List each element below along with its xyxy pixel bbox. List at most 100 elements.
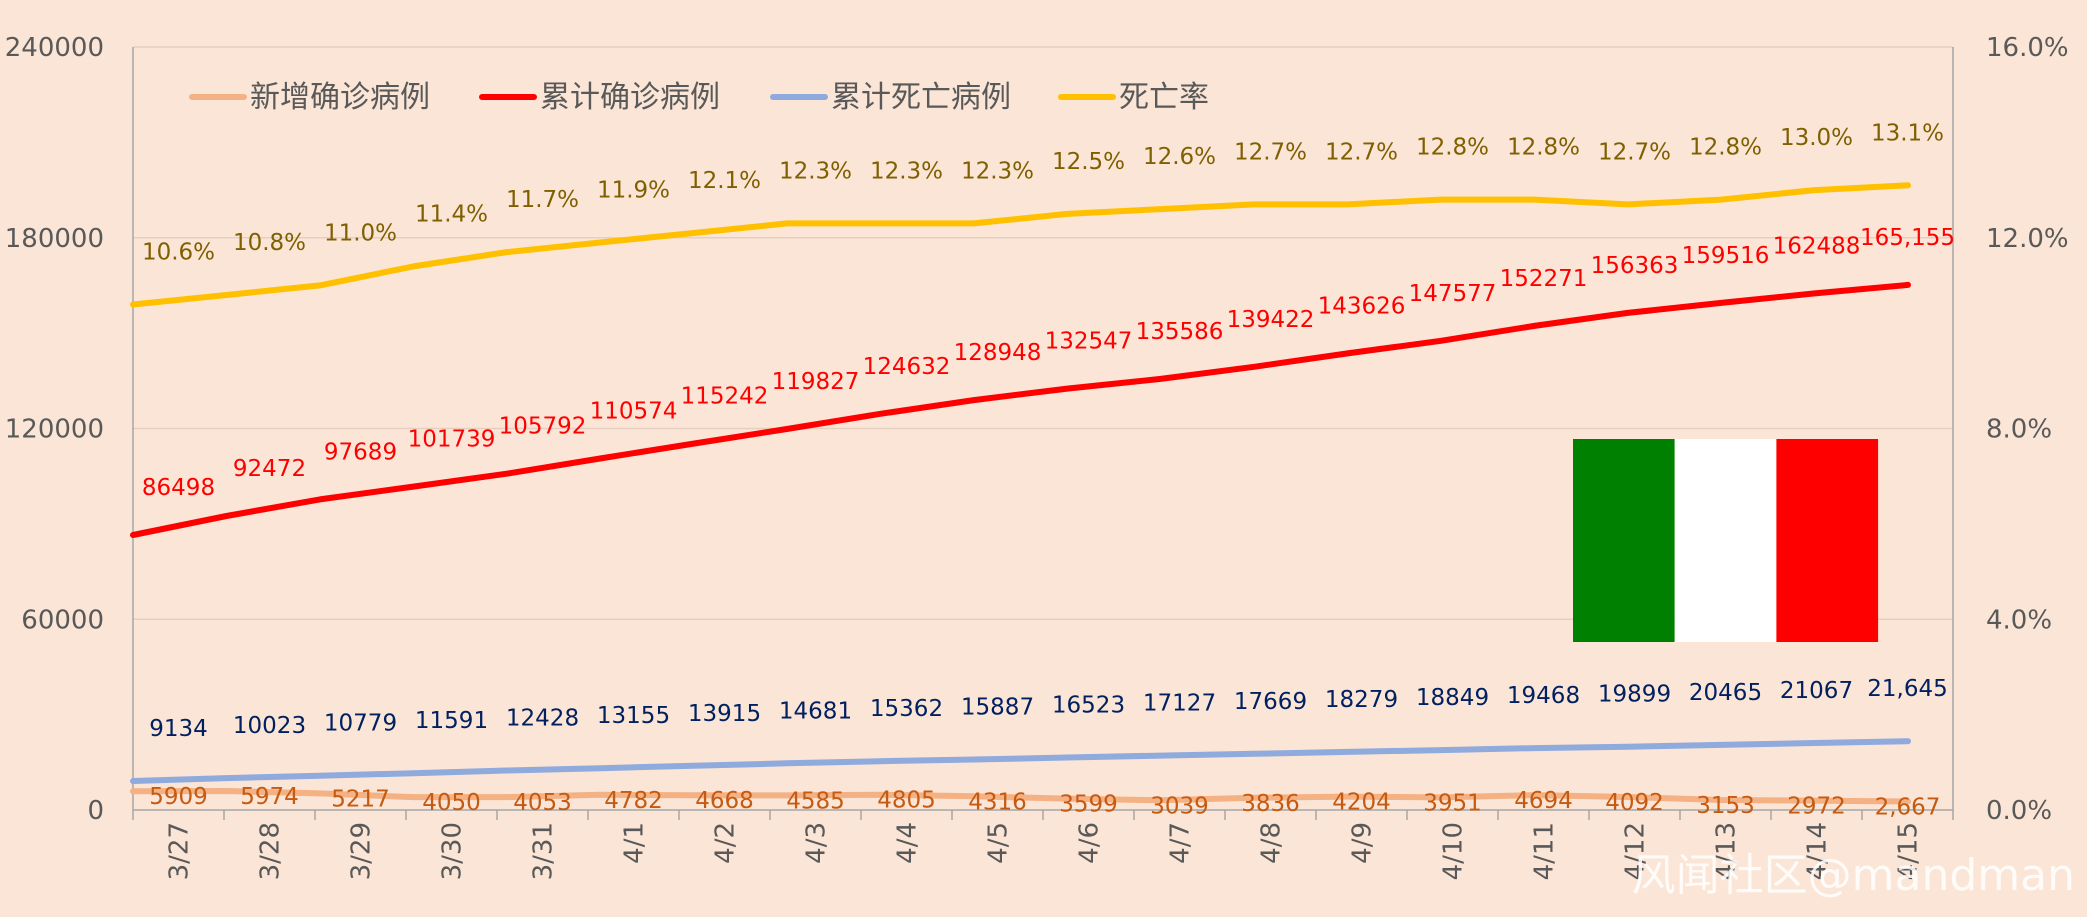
new-cases-data-label: 4204 [1332,790,1391,816]
x-tick-label: 3/30 [438,822,468,880]
total-deaths-legend-label: 累计死亡病例 [831,80,1011,115]
death-rate-data-label: 13.1% [1871,120,1944,146]
total-deaths-data-label: 18849 [1416,685,1489,711]
total-deaths-data-label: 15362 [870,696,943,722]
death-rate-data-label: 12.6% [1143,144,1216,170]
x-tick-label: 4/12 [1621,822,1651,880]
y-axis-left-ticks: 0 60000 120000 180000 240000 [5,33,104,826]
y-right-tick-label: 0.0% [1986,796,2052,826]
total-deaths-data-label: 16523 [1052,692,1125,718]
total-cases-data-label: 152271 [1500,266,1588,292]
death-rate-data-label: 12.8% [1689,135,1762,161]
death-rate-data-label: 10.6% [142,240,215,266]
watermark-text: 风闻社区@mandman [1632,850,2075,901]
total-cases-data-label: 156363 [1591,253,1679,279]
flag-stripe [1573,439,1675,642]
total-deaths-data-label: 10779 [324,711,397,737]
x-tick-label: 3/27 [165,822,195,880]
death-rate-data-label: 12.8% [1416,135,1489,161]
death-rate-data-label: 12.3% [870,158,943,184]
death-rate-data-label: 11.9% [597,178,670,204]
death-rate-data-label: 12.3% [961,158,1034,184]
x-tick-label: 3/31 [529,822,559,880]
x-tick-label: 4/8 [1257,822,1287,864]
new-cases-data-label: 4694 [1514,788,1573,814]
death-rate-data-label: 12.7% [1598,139,1671,165]
new-cases-legend-label: 新增确诊病例 [250,80,430,115]
total-deaths-data-label: 13155 [597,703,670,729]
series-lines [130,182,1911,805]
total-deaths-data-label: 11591 [415,708,488,734]
y-left-tick-label: 120000 [5,415,104,445]
new-cases-data-label: 5217 [331,786,390,812]
total-cases-data-label: 119827 [772,369,860,395]
total-deaths-data-label: 9134 [149,716,208,742]
total-deaths-data-label: 15887 [961,694,1034,720]
x-tick-label: 4/6 [1075,822,1105,864]
x-tick-label: 4/4 [893,822,923,864]
x-tick-label: 4/9 [1348,822,1378,864]
total-deaths-data-label: 21067 [1780,678,1853,704]
x-tick-label: 4/5 [984,822,1014,864]
total-cases-series-line [130,281,1911,538]
total-deaths-series-line [130,738,1911,784]
death-rate-data-label: 12.8% [1507,135,1580,161]
x-tick-label: 4/13 [1712,822,1742,880]
x-tick-label: 3/28 [256,822,286,880]
total-deaths-data-label: 20465 [1689,680,1762,706]
total-cases-data-label: 97689 [324,439,397,465]
total-cases-data-label: 165,155 [1860,225,1955,251]
total-cases-data-label: 143626 [1318,293,1406,319]
total-deaths-data-label: 10023 [233,713,306,739]
total-cases-data-label: 105792 [499,414,587,440]
y-right-tick-label: 4.0% [1986,605,2052,635]
total-deaths-data-label: 14681 [779,698,852,724]
total-deaths-data-label: 17669 [1234,689,1307,715]
death-rate-data-label: 12.7% [1325,139,1398,165]
new-cases-data-label: 2972 [1787,794,1846,820]
total-deaths-data-label: 12428 [506,705,579,731]
new-cases-series-line [130,788,1911,805]
new-cases-data-label: 5974 [240,784,299,810]
italy-flag-image [1573,439,1879,642]
legend: 新增确诊病例 累计确诊病例 累计死亡病例 死亡率 [189,80,1209,115]
new-cases-data-label: 3153 [1696,793,1755,819]
new-cases-data-label: 4585 [786,788,845,814]
new-cases-data-label: 5909 [149,784,208,810]
total-cases-data-label: 139422 [1227,307,1315,333]
total-cases-data-label: 159516 [1682,243,1770,269]
total-cases-data-label: 162488 [1773,233,1861,259]
new-cases-data-label: 4668 [695,788,754,814]
total-cases-data-label: 135586 [1136,319,1224,345]
death-rate-data-label: 13.0% [1780,125,1853,151]
death-rate-data-label: 11.7% [506,187,579,213]
death-rate-data-label: 12.7% [1234,139,1307,165]
new-cases-data-label: 2,667 [1875,795,1941,821]
new-cases-data-label: 3951 [1423,790,1482,816]
x-tick-label: 4/1 [620,822,650,864]
y-left-tick-label: 0 [87,796,104,826]
death-rate-data-label: 10.8% [233,230,306,256]
new-cases-data-label: 4316 [968,789,1027,815]
x-tick-label: 4/14 [1803,822,1833,880]
total-deaths-data-label: 21,645 [1867,676,1947,702]
total-cases-data-label: 147577 [1409,281,1497,307]
new-cases-data-label: 4805 [877,788,936,814]
y-left-tick-label: 180000 [5,224,104,254]
new-cases-data-label: 4050 [422,790,481,816]
x-tick-label: 4/15 [1894,822,1924,880]
death-rate-data-label: 12.5% [1052,149,1125,175]
flag-stripe [1674,439,1777,642]
death-rate-data-label: 12.3% [779,158,852,184]
new-cases-data-label: 4782 [604,788,663,814]
new-cases-data-label: 4053 [513,790,572,816]
total-cases-data-label: 132547 [1045,329,1133,355]
y-right-tick-label: 8.0% [1986,415,2052,445]
y-right-tick-label: 12.0% [1986,224,2069,254]
total-cases-legend-label: 累计确诊病例 [540,80,720,115]
y-right-tick-label: 16.0% [1986,33,2069,63]
data-labels: 5909 5974 5217 4050 4053 4782 4668 4585 4805 4316… [142,120,1955,820]
death-rate-series-line [130,182,1911,308]
total-cases-data-label: 115242 [681,384,769,410]
x-tick-label: 4/2 [711,822,741,864]
